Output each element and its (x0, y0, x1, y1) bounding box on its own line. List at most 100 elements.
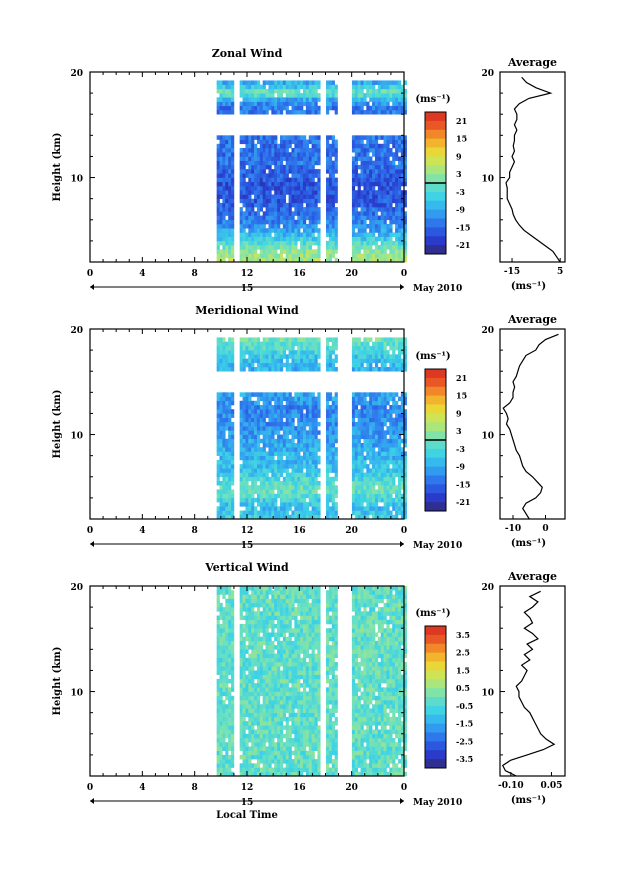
heatmap-cell (311, 354, 315, 359)
heatmap-cell (259, 148, 263, 153)
heatmap-cell (360, 207, 364, 212)
heatmap-cell (288, 215, 292, 221)
heatmap-cell (383, 253, 387, 259)
heatmap-cell (216, 97, 220, 102)
heatmap-cell (334, 215, 338, 221)
heatmap-cell (374, 455, 379, 461)
heatmap-cell (242, 733, 246, 739)
heatmap-cell (231, 514, 235, 520)
heatmap-cell (377, 392, 382, 397)
heatmap-cell (274, 472, 278, 478)
heatmap-cell (314, 485, 318, 490)
heatmap-cell (248, 367, 252, 372)
heatmap-cell (291, 421, 295, 427)
heatmap-cell (334, 97, 338, 102)
heatmap-cell (231, 350, 235, 355)
heatmap-cell (228, 101, 232, 107)
heatmap-cell (265, 80, 269, 85)
heatmap-cell (354, 181, 358, 187)
heatmap-cell (354, 101, 358, 107)
heatmap-cell (314, 148, 318, 153)
date-bar-arrow-left (90, 284, 94, 290)
heatmap-cell (397, 451, 402, 456)
heatmap-cell (265, 88, 269, 94)
heatmap-cell (282, 485, 287, 490)
heatmap-cell (231, 645, 235, 650)
heatmap-cell (386, 253, 390, 259)
heatmap-cell (291, 164, 295, 170)
heatmap-cell (291, 493, 295, 499)
heatmap-cell (256, 447, 261, 452)
heatmap-cell (254, 198, 258, 204)
heatmap-cell (377, 514, 382, 520)
heatmap-cell (294, 97, 298, 102)
heatmap-cell (403, 245, 407, 250)
heatmap-cell (256, 105, 261, 111)
heatmap-cell (326, 434, 330, 440)
heatmap-cell (380, 447, 384, 452)
heatmap-cell (328, 426, 333, 431)
heatmap-cell (305, 502, 310, 507)
heatmap-cell (251, 763, 255, 768)
heatmap-cell (377, 358, 382, 364)
x-tick-label: 12 (241, 526, 254, 536)
heatmap-cell (291, 202, 295, 208)
heatmap-cell (219, 615, 223, 621)
heatmap-cell (386, 110, 390, 115)
heatmap-cell (251, 105, 255, 111)
heatmap-cell (228, 602, 232, 608)
heatmap-cell (256, 232, 261, 237)
heatmap-cell (397, 219, 402, 225)
heatmap-cell (254, 160, 258, 166)
heatmap-cell (274, 194, 278, 199)
heatmap-cell (254, 358, 258, 364)
heatmap-cell (383, 358, 387, 364)
heatmap-cell (300, 135, 304, 140)
heatmap-cell (239, 362, 243, 368)
heatmap-cell (277, 257, 281, 263)
heatmap-cell (363, 434, 367, 440)
heatmap-cell (228, 628, 232, 633)
heatmap-cell (395, 502, 399, 507)
heatmap-cell (395, 148, 399, 153)
heatmap-cell (377, 345, 382, 351)
heatmap-cell (277, 413, 281, 418)
heatmap-cell (374, 362, 379, 368)
heatmap-cell (305, 194, 310, 199)
heatmap-cell (380, 367, 384, 372)
heatmap-cell (262, 489, 266, 494)
heatmap-cell (259, 704, 263, 709)
heatmap-cell (305, 253, 310, 259)
heatmap-cell (305, 464, 310, 469)
heatmap-cell (231, 657, 235, 663)
heatmap-cell (239, 763, 243, 768)
heatmap-cell (326, 485, 330, 490)
heatmap-cell (354, 354, 358, 359)
heatmap-cell (300, 337, 304, 342)
heatmap-cell (216, 708, 220, 713)
heatmap-cell (395, 354, 399, 359)
heatmap-cell (288, 164, 292, 170)
heatmap-cell (354, 135, 358, 140)
heatmap-cell (245, 181, 249, 187)
heatmap-cell (254, 219, 258, 225)
heatmap-cell (242, 628, 246, 633)
profile-frame (499, 71, 566, 263)
heatmap-cell (228, 640, 232, 646)
heatmap-cell (392, 194, 396, 199)
heatmap-cell (216, 594, 220, 599)
heatmap-cell (372, 190, 376, 195)
heatmap-cell (225, 602, 229, 608)
heatmap-cell (285, 413, 289, 418)
heatmap-cell (251, 101, 255, 107)
heatmap-cell (334, 228, 338, 233)
heatmap-cell (282, 257, 287, 263)
heatmap-cell (300, 198, 304, 204)
heatmap-cell (400, 202, 405, 208)
heatmap-cell (369, 160, 373, 166)
heatmap-cell (395, 459, 399, 465)
heatmap-cell (219, 93, 223, 98)
heatmap-cell (228, 190, 232, 195)
heatmap-cell (377, 434, 382, 440)
heatmap-cell (219, 417, 223, 423)
